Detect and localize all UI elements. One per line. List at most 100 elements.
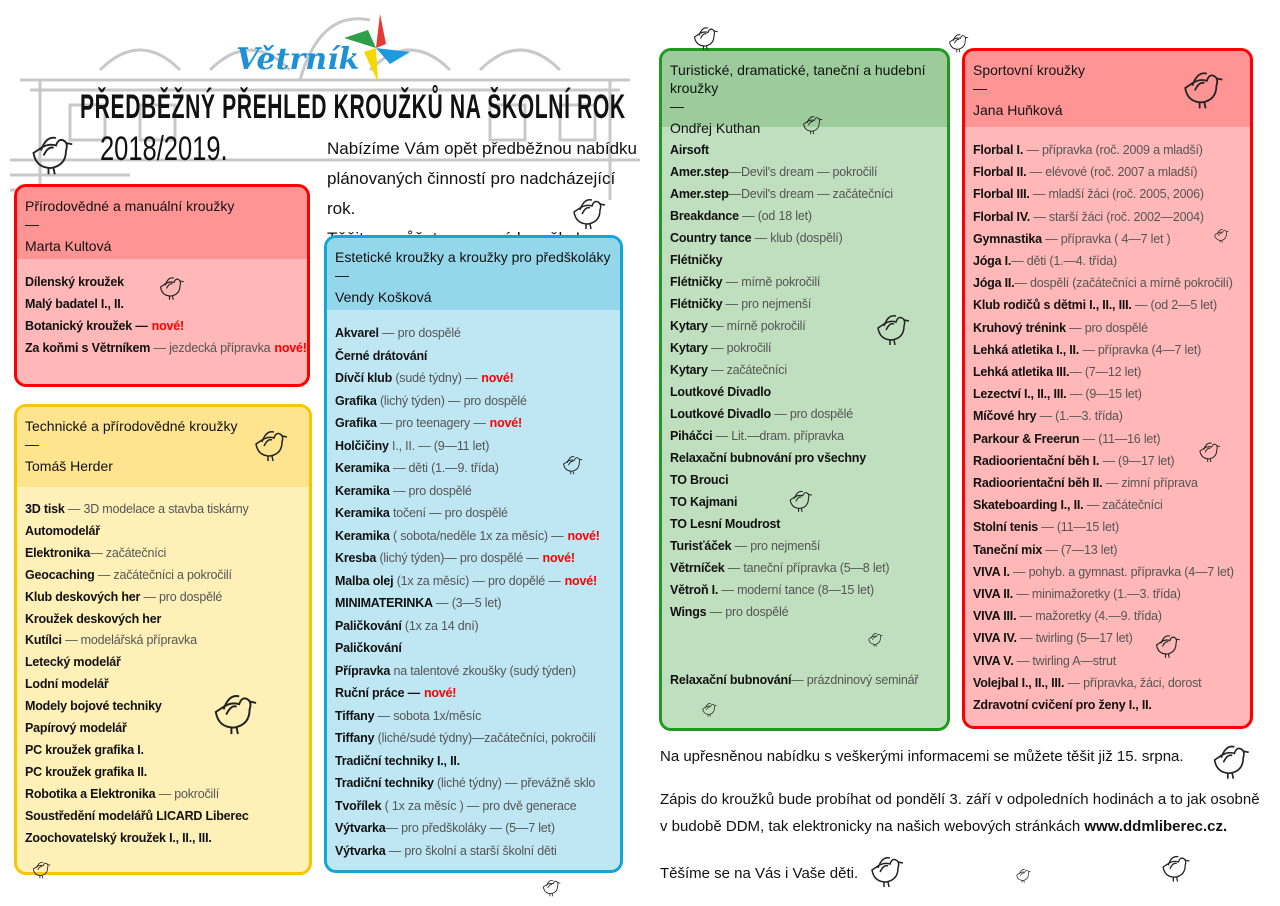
item-name: Radioorientační běh II. [973, 476, 1103, 491]
item-description: — pro dospělé [140, 589, 223, 604]
item-description: — (1.—3. třída) [1036, 409, 1123, 424]
category-box: Estetické kroužky a kroužky pro předškol… [324, 235, 623, 873]
list-item: Zdravotní cvičení pro ženy I., II. [973, 694, 1242, 716]
item-name: Za koňmi s Větrníkem [25, 341, 151, 355]
list-item: Relaxační bubnování— prázdninový seminář [670, 669, 919, 691]
bird-icon [255, 430, 288, 462]
list-item: Geocaching — začátečníci a pokročilí [25, 565, 301, 587]
item-name: Tiffany [335, 731, 375, 745]
item-name: Loutkové Divadlo [670, 385, 771, 399]
bird-icon [803, 116, 823, 135]
list-item: Skateboarding I., II. — začátečníci [973, 494, 1242, 516]
list-item: Jóga II.— dospělí (začátečníci a mírně p… [973, 272, 1242, 294]
list-item: Přípravka na talentové zkoušky (sudý týd… [335, 660, 612, 683]
item-name: Robotika a Elektronika [25, 786, 156, 801]
item-description: — pro dospělé [770, 407, 853, 421]
item-name: MINIMATERINKA [335, 596, 433, 610]
item-description: — (9—15 let) [1066, 387, 1142, 402]
item-name: Kresba [335, 551, 377, 565]
item-name: Keramika [335, 461, 390, 475]
item-name: TO Lesní Moudrost [670, 517, 781, 531]
item-name: Radioorientační běh I. [973, 453, 1100, 468]
item-name: Keramika [335, 483, 390, 498]
list-item: Kruhový trénink — pro dospělé [973, 317, 1242, 339]
item-name: Florbal III. [973, 187, 1030, 202]
item-name: VIVA I. [973, 564, 1010, 579]
category-leader: Marta Kultová [25, 238, 112, 254]
list-item: Klub rodičů s dětmi I., II., III. — (od … [973, 294, 1242, 316]
item-name: Florbal II. [973, 165, 1027, 180]
bird-icon [877, 314, 910, 346]
item-name: Wings [670, 605, 707, 619]
list-item: Taneční mix — (7—13 let) [973, 539, 1242, 561]
item-name: PC kroužek grafika II. [25, 764, 148, 779]
item-name: Ruční práce — [335, 686, 420, 700]
category-title: Přírodovědné a manuální kroužky [25, 198, 235, 214]
list-item: Za koňmi s Větrníkem — jezdecká přípravk… [25, 337, 307, 359]
footer-closing: Těšíme se na Vás i Vaše děti. [660, 865, 859, 882]
bird-icon [871, 856, 904, 888]
item-description: (1x za měsíc) — pro dopělé — [393, 573, 561, 588]
item-name: Keramika [335, 506, 390, 520]
item-name: Jóga II. [973, 276, 1015, 291]
item-name: Větrníček [670, 561, 725, 575]
item-description: — minimažoretky (1.—3. třída) [1013, 587, 1181, 602]
list-item: VIVA III. — mažoretky (4.—9. třída) [973, 605, 1242, 627]
list-item: Flétničky [670, 249, 939, 271]
item-name: Soustředění modelářů LICARD Liberec [25, 808, 249, 823]
item-description: ( 1x za měsíc ) — pro dvě generace [381, 798, 577, 813]
item-description: (lichý týden) — pro dospělé [376, 393, 527, 408]
category-leader: Vendy Košková [335, 289, 432, 305]
item-description: — prázdninový seminář [791, 673, 919, 687]
item-description: — jezdecká přípravka [150, 341, 271, 355]
list-item: Dílenský kroužek [25, 271, 299, 293]
item-description: — pokročilí [707, 341, 772, 355]
item-description: — elévové (roč. 2007 a mladší) [1026, 165, 1198, 180]
list-item: TO Lesní Moudrost [670, 513, 939, 535]
item-name: Papírový modelář [25, 721, 127, 736]
list-item: Loutkové Divadlo — pro dospělé [670, 403, 939, 425]
list-item: Tradiční techniky (liché týdny) — převáž… [335, 772, 612, 795]
item-description: — začátečníci [707, 363, 787, 377]
item-name: Flétničky [670, 297, 723, 311]
item-name: Airsoft [670, 143, 709, 157]
website-link[interactable]: www.ddmliberec.cz. [1084, 818, 1228, 835]
list-item: Gymnastika — přípravka ( 4—7 let ) [973, 228, 1242, 250]
item-name: Větroň I. [670, 583, 719, 597]
item-description: — (11—16 let) [1079, 431, 1161, 446]
list-item: VIVA I. — pohyb. a gymnast. přípravka (4… [973, 561, 1242, 583]
list-item: Lezectví I., II., III. — (9—15 let) [973, 383, 1242, 405]
item-description: — pro teenagery — [376, 416, 486, 430]
item-name: Modely bojové techniky [25, 699, 162, 714]
bird-icon [868, 633, 883, 647]
item-name: Keramika [335, 528, 390, 543]
vetrnik-logo: Větrník [236, 12, 416, 82]
bird-icon [542, 879, 561, 897]
list-item: Soustředění modelářů LICARD Liberec [25, 806, 301, 828]
bird-icon [702, 703, 717, 717]
list-item: Tradiční techniky I., II. [335, 750, 612, 773]
list-item: Florbal III. — mladší žáci (roč. 2005, 2… [973, 183, 1242, 205]
item-name: Tradiční techniky I., II. [335, 753, 460, 768]
list-item: Country tance — klub (dospělí) [670, 227, 939, 249]
category-title: Turistické, dramatické, taneční a hudebn… [670, 62, 926, 96]
bird-icon [1199, 442, 1221, 463]
list-item: Tiffany — sobota 1x/měsíc [335, 705, 612, 728]
item-name: Lehká atletika I., II. [973, 342, 1080, 357]
list-item: Černé drátování [335, 345, 612, 368]
list-item: Airsoft [670, 139, 939, 161]
item-description: — modelářská přípravka [61, 633, 197, 648]
item-description: ( sobota/neděle 1x za měsíc) — [389, 528, 564, 543]
item-name: Automodelář [25, 523, 100, 538]
item-description: — twirling A—strut [1013, 653, 1117, 668]
item-name: Kytary [670, 341, 708, 355]
item-name: Amer.step [670, 165, 729, 179]
item-name: Paličkování [335, 641, 402, 655]
item-name: Piháčci [670, 429, 713, 443]
item-name: Elektronika [25, 545, 91, 560]
list-item: Flétničky — pro nejmenší [670, 293, 939, 315]
item-description: — přípravka (4—7 let) [1079, 342, 1202, 357]
new-badge: nové! [151, 319, 185, 333]
separator: — [973, 80, 987, 96]
bird-icon [1162, 855, 1190, 882]
